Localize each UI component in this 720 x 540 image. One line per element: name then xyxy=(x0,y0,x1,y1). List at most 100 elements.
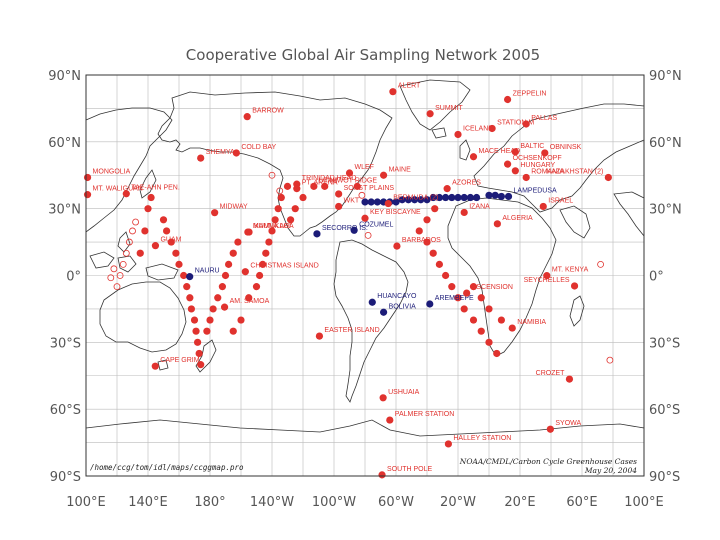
site-marker xyxy=(378,471,386,479)
site-marker xyxy=(220,303,229,311)
site-label: NAURU xyxy=(195,268,220,275)
lat-tick-label: 30°N xyxy=(649,203,682,218)
sample-marker xyxy=(221,271,230,280)
sample-marker xyxy=(353,182,361,190)
sample-marker xyxy=(274,205,282,213)
site-marker xyxy=(541,149,549,157)
site-label: TAE-AHN PEN. xyxy=(131,185,180,192)
sample-marker xyxy=(429,193,437,202)
sample-marker xyxy=(454,193,462,202)
site-marker xyxy=(570,282,579,290)
lon-tick-label: 100°W xyxy=(312,495,356,510)
sample-marker xyxy=(361,198,369,206)
open-sample-marker xyxy=(107,274,115,282)
site-label: ZEPPELIN xyxy=(513,91,547,98)
sample-marker xyxy=(229,327,237,335)
site-marker xyxy=(543,272,551,280)
sample-marker xyxy=(167,238,175,246)
site-label: LAMPEDUSA xyxy=(514,187,558,194)
site-label: BARBADOS xyxy=(402,237,441,244)
lat-tick-label: 60°N xyxy=(48,136,81,151)
sample-marker xyxy=(423,196,431,204)
sample-marker xyxy=(229,249,237,257)
lon-tick-label: 100°E xyxy=(66,495,106,510)
sample-marker xyxy=(225,260,233,268)
lon-tick-label: 180° xyxy=(194,495,225,510)
sample-marker xyxy=(485,191,493,199)
site-label: ICELAND xyxy=(463,125,493,132)
site-label: AREMBEPE xyxy=(435,295,474,302)
open-sample-marker xyxy=(132,218,140,226)
site-marker xyxy=(122,190,130,198)
site-label: SEYCHELLES xyxy=(524,277,570,284)
sample-marker xyxy=(192,327,200,335)
sample-marker xyxy=(448,193,456,202)
site-label: SHEMYA xyxy=(206,149,235,156)
site-marker xyxy=(463,289,471,297)
sample-marker xyxy=(271,216,279,224)
site-marker xyxy=(504,160,512,168)
lon-tick-label: 140°W xyxy=(250,495,294,510)
sample-marker xyxy=(493,349,501,358)
site-label: ISRAEL xyxy=(548,197,573,204)
sample-marker xyxy=(265,238,273,246)
site-marker xyxy=(361,214,369,222)
site-label: ALERT xyxy=(398,83,421,90)
sample-marker xyxy=(237,316,245,324)
lat-tick-label: 0° xyxy=(649,270,664,285)
sample-marker xyxy=(277,193,285,202)
site-label: SO. GT PLAINS xyxy=(344,185,395,192)
lat-tick-label: 60°S xyxy=(649,403,680,418)
site-marker xyxy=(186,273,194,281)
site-marker xyxy=(321,182,329,190)
lat-lon-grid xyxy=(85,74,645,477)
sample-marker xyxy=(252,283,261,291)
sample-marker xyxy=(435,193,443,202)
sample-marker xyxy=(245,294,253,302)
site-label: CAPE GRIM xyxy=(160,357,199,364)
site-label: CHRISTMAS ISLAND xyxy=(250,263,318,270)
sample-marker xyxy=(404,196,412,204)
site-marker xyxy=(493,220,501,228)
sample-marker xyxy=(234,238,242,246)
lon-tick-label: 60°W xyxy=(378,495,414,510)
site-label: HUANCAYO xyxy=(377,293,417,300)
sample-marker xyxy=(299,193,307,202)
sample-marker xyxy=(195,349,203,358)
site-marker xyxy=(245,228,253,236)
sample-marker xyxy=(183,283,191,291)
lat-tick-label: 90°S xyxy=(50,470,81,485)
open-sample-marker xyxy=(364,231,372,239)
site-label: HALLEY STATION xyxy=(453,435,511,442)
site-label: KAZAKHSTAN (2) xyxy=(547,168,604,175)
site-label: MIDWAY xyxy=(220,204,248,211)
sample-marker xyxy=(291,205,299,213)
site-marker xyxy=(380,308,388,316)
site-marker xyxy=(508,324,516,332)
site-marker xyxy=(488,124,496,133)
sample-marker xyxy=(373,198,381,206)
site-marker xyxy=(83,191,92,199)
site-label: KEY BISCAYNE xyxy=(370,209,421,216)
site-label: AZORES xyxy=(452,180,481,187)
latitude-labels-left: 90°N 60°N 30°N 0° 30°S 60°S 90°S xyxy=(48,69,81,485)
sample-marker xyxy=(287,216,295,224)
site-label: COLD BAY xyxy=(241,144,276,151)
site-label: GUAM xyxy=(160,237,181,244)
sample-marker xyxy=(141,227,149,235)
site-marker xyxy=(460,208,468,217)
site-marker xyxy=(522,173,530,182)
sample-marker xyxy=(259,260,267,268)
map-frame xyxy=(85,74,645,477)
lat-tick-label: 30°N xyxy=(48,203,81,218)
site-marker xyxy=(539,202,547,211)
site-label: SYOWA xyxy=(555,420,581,427)
site-marker xyxy=(469,153,478,161)
site-marker xyxy=(151,362,159,370)
sample-marker xyxy=(159,216,168,224)
site-label: BOLIVIA xyxy=(389,303,417,310)
site-marker xyxy=(565,375,574,383)
sample-marker xyxy=(392,198,400,206)
